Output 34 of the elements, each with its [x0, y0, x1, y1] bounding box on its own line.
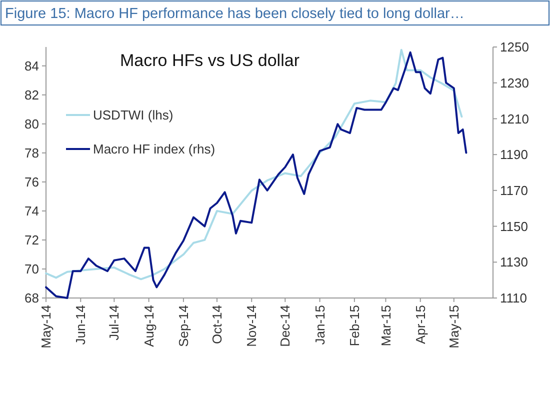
- y-tick-label: 82: [24, 87, 39, 102]
- y2-tick-label: 1210: [500, 111, 529, 126]
- y2-tick-label: 1150: [500, 218, 528, 234]
- y-tick-label: 80: [24, 116, 39, 132]
- y2-tick-label: 1190: [500, 147, 528, 162]
- chart-title: Figure 15: Macro HF performance has been closely tied to long dollar…: [5, 6, 464, 22]
- y-tick-label: 84: [24, 58, 39, 74]
- chart-subtitle: Macro HFs vs US dollar: [120, 51, 300, 70]
- x-tick-label: May-15: [446, 305, 462, 348]
- x-tick-label: Sep-14: [176, 305, 192, 347]
- x-tick-label: Mar-15: [378, 305, 394, 346]
- y-tick-label: 70: [24, 262, 39, 277]
- y2-tick-label: 1250: [500, 40, 529, 55]
- x-tick-label: Oct-14: [210, 305, 225, 344]
- x-tick-label: May-14: [38, 305, 54, 348]
- y2-tick-label: 1170: [500, 182, 528, 198]
- x-tick-label: Jul-14: [106, 305, 122, 340]
- x-tick-label: Aug-14: [141, 305, 156, 347]
- y-tick-label: 78: [24, 145, 39, 160]
- y-tick-label: 72: [24, 232, 39, 248]
- x-tick-label: Jun-14: [73, 305, 88, 345]
- legend-label: USDTWI (lhs): [93, 108, 174, 123]
- y2-tick-label: 1230: [500, 75, 529, 90]
- y2-tick-label: 1130: [500, 254, 528, 270]
- y-tick-label: 74: [24, 204, 39, 218]
- y-tick-label: 68: [24, 290, 39, 306]
- x-tick-label: Feb-15: [346, 305, 362, 346]
- y-tick-label: 76: [24, 174, 39, 190]
- legend-label: Macro HF index (rhs): [93, 142, 216, 157]
- x-tick-label: Nov-14: [244, 305, 260, 347]
- x-tick-label: Jan-15: [312, 305, 328, 345]
- x-tick-label: Apr-15: [412, 305, 428, 344]
- y2-tick-label: 1110: [500, 290, 527, 306]
- x-tick-label: Dec-14: [278, 305, 293, 347]
